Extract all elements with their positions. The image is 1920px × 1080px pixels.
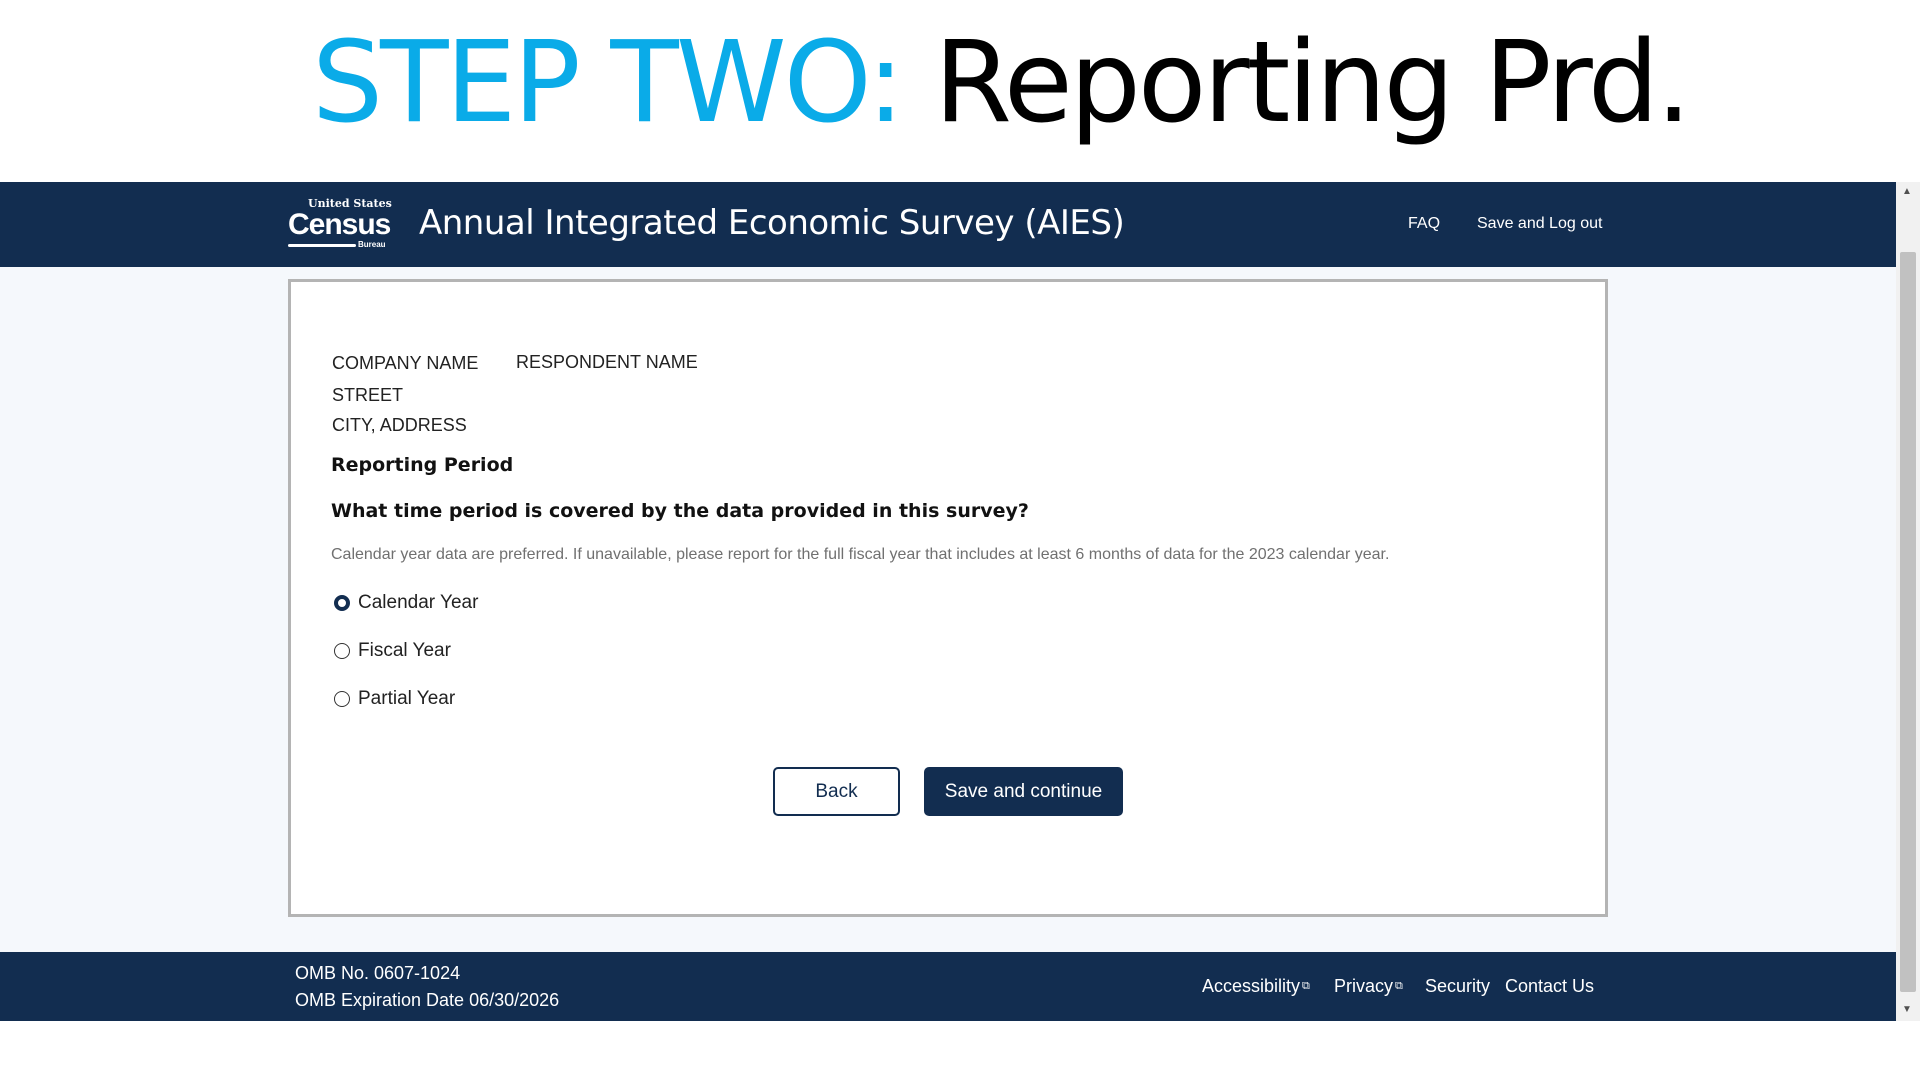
faq-link[interactable]: FAQ (1408, 215, 1441, 232)
accessibility-link[interactable]: Accessibility ⧉ (1202, 976, 1310, 996)
respondent-name: RESPONDENT NAME (516, 352, 698, 372)
city-address: CITY, ADDRESS (332, 415, 467, 435)
scrollbar[interactable]: ▲ ▼ (1896, 182, 1920, 1021)
site-header: United States Census Bureau Annual Integ… (0, 182, 1896, 267)
question: What time period is covered by the data … (331, 500, 1029, 522)
scrollbar-thumb[interactable] (1900, 252, 1916, 992)
scroll-down-icon[interactable]: ▼ (1902, 1004, 1912, 1015)
hint-text: Calendar year data are preferred. If una… (331, 546, 1390, 563)
logo-bottom: Bureau (288, 240, 398, 250)
main-content: COMPANY NAME RESPONDENT NAME STREET CITY… (0, 267, 1896, 952)
logo-line-bureau: Bureau (358, 240, 386, 249)
form-card: COMPANY NAME RESPONDENT NAME STREET CITY… (288, 279, 1608, 917)
scroll-up-icon[interactable]: ▲ (1902, 186, 1912, 197)
save-and-logout-link[interactable]: Save and Log out (1477, 215, 1603, 232)
logo-line-united-states: United States (308, 197, 392, 210)
census-logo[interactable]: United States Census Bureau (288, 198, 398, 252)
external-link-icon: ⧉ (1302, 980, 1310, 992)
radio-unselected-icon[interactable] (334, 643, 350, 659)
privacy-link[interactable]: Privacy ⧉ (1334, 976, 1403, 996)
radio-unselected-icon[interactable] (334, 691, 350, 707)
street: STREET (332, 385, 404, 405)
omb-number: OMB No. 0607-1024 (295, 963, 461, 983)
radio-partial-year[interactable]: Partial Year (334, 687, 455, 711)
external-link-icon: ⧉ (1395, 980, 1403, 992)
contact-us-link[interactable]: Contact Us (1505, 976, 1595, 996)
survey-title: Annual Integrated Economic Survey (AIES) (419, 203, 1125, 243)
logo-line-census: Census (288, 208, 391, 241)
radio-fiscal-year[interactable]: Fiscal Year (334, 639, 451, 663)
site-footer: OMB No. 0607-1024 OMB Expiration Date 06… (0, 952, 1896, 1021)
section-heading: Reporting Period (331, 454, 514, 476)
radio-selected-icon[interactable] (334, 595, 350, 611)
security-link[interactable]: Security (1425, 976, 1491, 996)
slide-title: STEP TWO: Reporting Prd. (312, 18, 1692, 148)
omb-expiration: OMB Expiration Date 06/30/2026 (295, 990, 560, 1010)
radio-calendar-year[interactable]: Calendar Year (334, 591, 478, 615)
company-name: COMPANY NAME (332, 353, 479, 373)
logo-bar (288, 243, 356, 247)
save-and-continue-button[interactable]: Save and continue (924, 767, 1123, 816)
back-button[interactable]: Back (773, 767, 900, 816)
